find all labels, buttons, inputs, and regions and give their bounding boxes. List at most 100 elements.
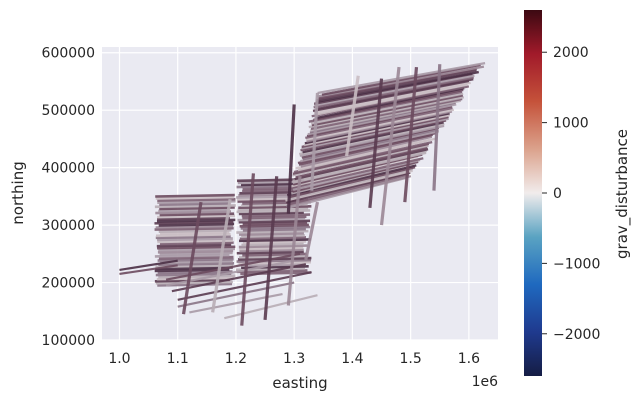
survey-track — [292, 151, 427, 184]
survey-track — [236, 258, 312, 263]
survey-track — [345, 75, 360, 157]
survey-track — [368, 78, 384, 209]
survey-track — [154, 204, 236, 209]
survey-track — [310, 92, 320, 191]
survey-track — [155, 210, 232, 215]
survey-track — [292, 158, 421, 192]
survey-track — [177, 281, 295, 308]
survey-track — [317, 61, 486, 95]
x-tick-label: 1.3 — [283, 351, 305, 367]
y-tick-label: 200000 — [42, 276, 95, 292]
survey-track — [286, 175, 412, 208]
survey-track — [263, 176, 279, 321]
survey-track — [313, 81, 471, 114]
y-tick-label: 500000 — [42, 103, 95, 119]
survey-track — [154, 226, 234, 231]
survey-track — [289, 166, 416, 199]
survey-track — [302, 128, 439, 161]
x-axis-offset-label: 1e6 — [472, 374, 499, 390]
survey-track — [299, 123, 445, 156]
survey-track — [240, 225, 311, 230]
x-tick-label: 1.0 — [108, 351, 130, 367]
survey-track — [171, 263, 307, 293]
survey-track — [158, 208, 230, 213]
survey-track — [157, 216, 230, 221]
survey-track — [297, 131, 437, 165]
survey-track — [379, 66, 401, 226]
survey-track — [304, 201, 320, 260]
survey-track — [403, 66, 419, 203]
survey-track — [238, 244, 308, 249]
survey-track — [288, 173, 410, 206]
survey-track — [321, 63, 481, 96]
survey-track — [240, 271, 311, 276]
survey-track — [306, 110, 453, 143]
survey-track — [238, 254, 309, 259]
survey-lines — [119, 61, 486, 326]
x-axis-ticks: 1.0 1.1 1.2 1.3 1.4 1.5 1.6 — [108, 351, 480, 367]
colorbar-tick-label: 0 — [553, 186, 562, 202]
survey-track — [241, 213, 311, 218]
survey-track — [292, 144, 429, 177]
survey-track — [285, 171, 411, 204]
y-tick-label: 400000 — [42, 161, 95, 177]
survey-track — [238, 238, 312, 243]
colorbar-tick-label: 2000 — [553, 45, 589, 61]
survey-track — [294, 148, 429, 181]
y-tick-label: 600000 — [42, 46, 95, 62]
x-tick-label: 1.1 — [167, 351, 189, 367]
survey-track — [300, 130, 440, 163]
x-tick-label: 1.5 — [400, 351, 422, 367]
colorbar-tick-label: 1000 — [553, 116, 589, 132]
survey-track — [310, 99, 462, 132]
y-tick-label: 100000 — [42, 333, 95, 349]
colorbar-tick-label: −2000 — [553, 327, 600, 343]
survey-track — [313, 76, 474, 109]
y-axis-label: northing — [9, 161, 27, 224]
survey-track — [432, 64, 442, 191]
survey-track — [159, 212, 235, 217]
survey-track — [157, 197, 236, 202]
y-tick-label: 300000 — [42, 218, 95, 234]
x-tick-label: 1.6 — [458, 351, 480, 367]
survey-track — [237, 178, 304, 183]
survey-track — [157, 214, 236, 219]
survey-track — [119, 264, 178, 276]
y-axis-ticks: 100000 200000 300000 400000 500000 600000 — [42, 46, 95, 349]
survey-track — [155, 224, 234, 229]
survey-track — [155, 235, 231, 240]
survey-track — [159, 241, 234, 246]
survey-track — [313, 74, 475, 107]
survey-track — [158, 274, 236, 279]
x-tick-label: 1.2 — [225, 351, 247, 367]
survey-track — [224, 294, 318, 320]
survey-track — [240, 173, 256, 326]
survey-track — [299, 124, 445, 157]
survey-track — [159, 206, 235, 211]
x-axis-label: easting — [272, 374, 327, 392]
survey-track — [157, 199, 236, 204]
colorbar-label: grav_disturbance — [613, 129, 632, 259]
survey-track — [119, 259, 178, 271]
survey-track — [289, 167, 414, 201]
x-tick-label: 1.4 — [341, 351, 363, 367]
survey-track — [155, 233, 231, 238]
survey-track — [181, 201, 203, 315]
survey-track — [305, 108, 455, 141]
colorbar-tick-label: −1000 — [553, 256, 600, 272]
survey-track — [156, 218, 236, 223]
survey-track — [155, 195, 234, 200]
survey-track — [300, 119, 447, 152]
colorbar-ticks: −2000 −1000 0 1000 2000 — [542, 45, 600, 343]
survey-track — [154, 220, 234, 225]
survey-track — [211, 199, 232, 313]
survey-track — [159, 202, 231, 207]
survey-track — [286, 104, 296, 214]
survey-track — [286, 176, 302, 306]
survey-track — [295, 146, 428, 179]
survey-track — [307, 103, 457, 136]
survey-track — [292, 149, 427, 183]
colorbar — [524, 10, 542, 376]
survey-track — [315, 83, 468, 116]
survey-track — [302, 121, 444, 154]
